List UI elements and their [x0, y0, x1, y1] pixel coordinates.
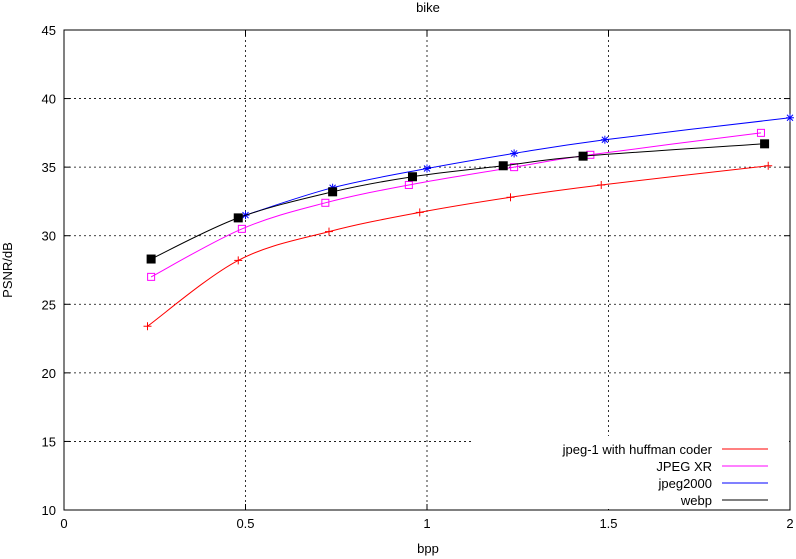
axis-ticks: 0 0.5 1 1.5 2 10 15 20 25 30 35 40 45	[42, 23, 794, 531]
x-tick-label: 1	[423, 516, 430, 531]
data-point	[498, 161, 508, 171]
y-tick-label: 35	[42, 160, 56, 175]
data-point	[423, 164, 431, 173]
data-point	[764, 161, 773, 170]
x-tick-label: 1.5	[599, 516, 617, 531]
data-point	[146, 254, 156, 264]
data-point	[786, 113, 794, 122]
y-tick-label: 45	[42, 23, 56, 38]
y-tick-label: 40	[42, 92, 56, 107]
grid	[64, 30, 790, 510]
legend-entry-label: jpeg2000	[658, 476, 713, 491]
legend-background	[474, 436, 789, 509]
chart-title: bike	[416, 0, 440, 15]
data-point	[506, 193, 515, 202]
data-point	[407, 172, 417, 182]
data-point	[324, 227, 333, 236]
y-axis-label: PSNR/dB	[0, 242, 15, 298]
series-0	[143, 161, 773, 331]
data-point	[415, 208, 424, 217]
legend-entry-label: jpeg-1 with huffman coder	[562, 442, 713, 457]
data-point	[143, 322, 152, 331]
data-point	[328, 187, 338, 197]
data-point	[234, 256, 243, 265]
series-line	[147, 165, 769, 327]
x-axis-label: bpp	[417, 541, 439, 556]
series-1	[147, 128, 765, 281]
series-3	[146, 139, 770, 264]
data-point	[510, 163, 519, 172]
data-point	[597, 180, 606, 189]
x-tick-label: 0.5	[236, 516, 254, 531]
legend-entry-label: webp	[680, 493, 712, 508]
data-point	[510, 149, 519, 158]
data-point	[756, 128, 765, 137]
series-group	[143, 113, 794, 331]
series-line	[150, 143, 765, 260]
data-point	[147, 272, 156, 281]
data-point	[321, 198, 330, 207]
data-point	[600, 135, 609, 144]
y-tick-label: 15	[42, 434, 56, 449]
x-tick-label: 2	[786, 516, 793, 531]
data-point	[404, 180, 413, 189]
y-tick-label: 30	[42, 229, 56, 244]
data-point	[760, 139, 770, 149]
y-tick-label: 20	[42, 366, 56, 381]
x-tick-label: 0	[60, 516, 67, 531]
data-point	[578, 151, 588, 161]
series-line	[150, 132, 762, 278]
data-point	[233, 213, 243, 223]
data-point	[237, 224, 246, 233]
y-tick-label: 10	[42, 503, 56, 518]
y-tick-label: 25	[42, 297, 56, 312]
legend-entry-label: JPEG XR	[656, 459, 712, 474]
legend: jpeg-1 with huffman coder JPEG XR jpeg2000…	[474, 436, 789, 509]
